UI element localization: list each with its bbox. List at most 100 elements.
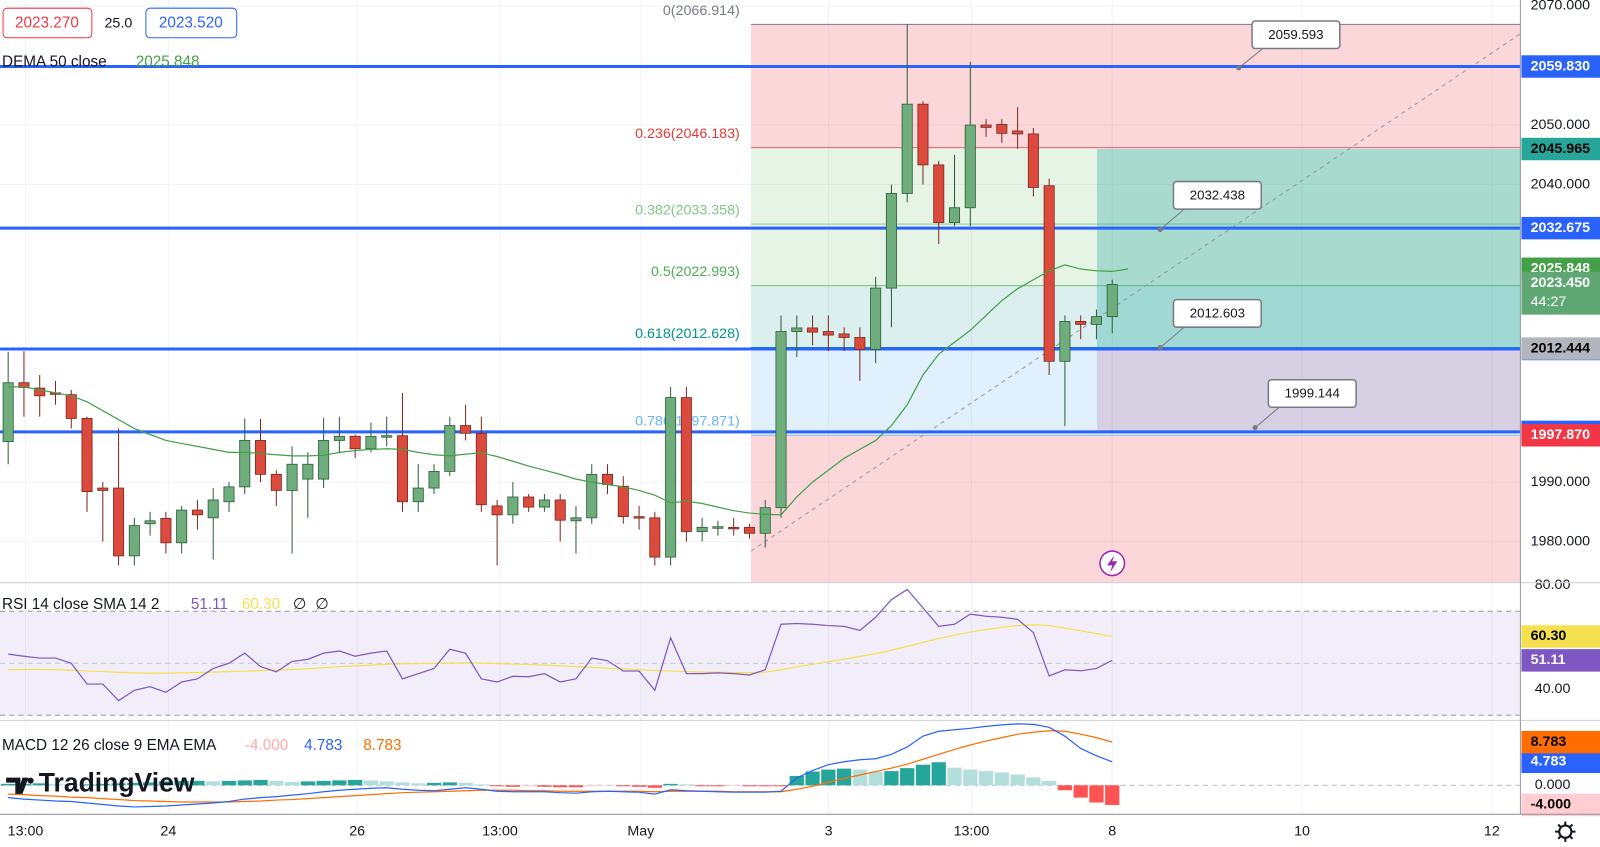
candle-body — [964, 124, 976, 209]
callout-box — [1172, 180, 1262, 210]
x-tick-label: 13:00 — [8, 823, 44, 839]
macd-histogram-bar — [1010, 774, 1025, 786]
price-badge-bg — [1521, 424, 1600, 447]
macd-line — [8, 723, 1113, 808]
callout-label: 2059.593 — [1268, 27, 1323, 42]
price-badge: 1997.870 — [1531, 427, 1591, 443]
macd-histogram-bar — [931, 762, 946, 786]
rsi-readout: 60.30 — [242, 596, 280, 613]
macd-histogram-bar — [568, 785, 584, 788]
macd-histogram-bar — [584, 785, 599, 787]
macd-histogram-bar — [48, 783, 63, 786]
candle-body — [870, 287, 882, 350]
bid-box[interactable] — [2, 7, 93, 39]
bid: 2023.270 — [15, 15, 79, 32]
candle-body — [128, 525, 140, 557]
macd-signal-line — [8, 730, 1113, 803]
x-tick-label: 26 — [349, 823, 365, 839]
fib-band — [751, 435, 1521, 583]
macd-histogram-bar — [142, 782, 158, 786]
callout-anchor — [1157, 226, 1163, 233]
candle-body — [617, 485, 629, 518]
candle-body — [65, 394, 77, 419]
callout-pointer — [1159, 206, 1188, 230]
candle-body — [712, 526, 724, 529]
macd-histogram-bar — [1042, 780, 1057, 786]
candle-body — [160, 517, 172, 544]
macd-readout: -4.000 — [245, 737, 288, 754]
fib-label: 0.618(2012.628) — [635, 326, 740, 342]
y-tick-label: 1980.000 — [1531, 533, 1591, 549]
macd-histogram-bar — [95, 783, 110, 786]
candle-body — [901, 103, 913, 194]
callout-pointer — [1254, 404, 1282, 429]
y-tick-label: 2040.000 — [1531, 176, 1591, 192]
candle-body — [191, 509, 203, 516]
rsi-band — [0, 611, 1521, 716]
macd-histogram-bar — [111, 783, 126, 786]
candle-body — [286, 463, 298, 491]
macd-histogram-bar — [411, 783, 426, 786]
candle-body — [1027, 133, 1039, 188]
candle-body — [396, 435, 408, 503]
candle-body — [333, 435, 345, 441]
candle-body — [491, 505, 503, 516]
macd-histogram-bar — [269, 780, 284, 786]
rsi-badge: 60.30 — [1531, 628, 1567, 644]
rsi-extra: ∅ — [315, 596, 328, 613]
candle-body — [255, 440, 267, 475]
macd-histogram-bar — [1, 783, 16, 786]
callout-anchor — [1157, 345, 1163, 351]
candle-body — [523, 496, 535, 508]
line-price-badge-bg — [1521, 216, 1600, 240]
candle-body — [538, 499, 550, 508]
macd-histogram-bar — [332, 780, 347, 786]
candle-body — [791, 327, 803, 332]
macd-histogram-bar — [348, 779, 363, 786]
last-price: 2023.450 — [1531, 275, 1591, 291]
macd-histogram-bar — [852, 769, 868, 786]
candle-body — [885, 193, 897, 289]
candle-body — [838, 333, 850, 338]
callout-label: 2032.438 — [1190, 187, 1245, 202]
macd-histogram-bar — [679, 784, 694, 786]
x-tick-label: 24 — [160, 823, 176, 839]
macd-histogram-bar — [789, 775, 804, 786]
macd-histogram-bar — [1073, 785, 1088, 798]
y-tick-label: 2050.000 — [1531, 117, 1591, 133]
macd-histogram-bar — [190, 780, 205, 786]
macd-badge: 4.783 — [1531, 754, 1567, 770]
line-price-badge-bg — [1521, 55, 1600, 78]
callout-pointer — [1238, 46, 1266, 69]
candle-body — [775, 331, 787, 509]
candle-body — [2, 382, 14, 443]
macd-histogram-bar — [868, 771, 883, 786]
macd-histogram-bar — [221, 780, 237, 786]
macd-tick-label: 0.000 — [1535, 777, 1571, 793]
ask-box[interactable] — [145, 7, 238, 39]
macd-histogram-bar — [1105, 785, 1120, 805]
x-tick-label: 8 — [1108, 823, 1116, 839]
ask: 2023.520 — [159, 15, 223, 32]
macd-histogram-bar — [1057, 785, 1073, 791]
macd-histogram-bar — [379, 781, 394, 786]
x-tick-label: 3 — [825, 823, 833, 839]
spread: 25.0 — [104, 15, 132, 31]
candle-body — [665, 397, 677, 558]
candle-body — [948, 207, 961, 224]
candle-body — [728, 526, 740, 530]
macd-histogram-bar — [947, 767, 962, 786]
macd-histogram-bar — [237, 780, 252, 786]
x-tick-label: 10 — [1294, 823, 1310, 839]
candle-body — [917, 103, 929, 166]
candle-body — [475, 432, 487, 506]
rsi-line — [8, 588, 1113, 702]
macd-histogram-bar — [647, 785, 662, 788]
macd-histogram-bar — [505, 785, 521, 787]
line-price-badge: 2059.830 — [1531, 58, 1591, 74]
candle-body — [239, 440, 251, 488]
macd-histogram-bar — [253, 779, 268, 786]
